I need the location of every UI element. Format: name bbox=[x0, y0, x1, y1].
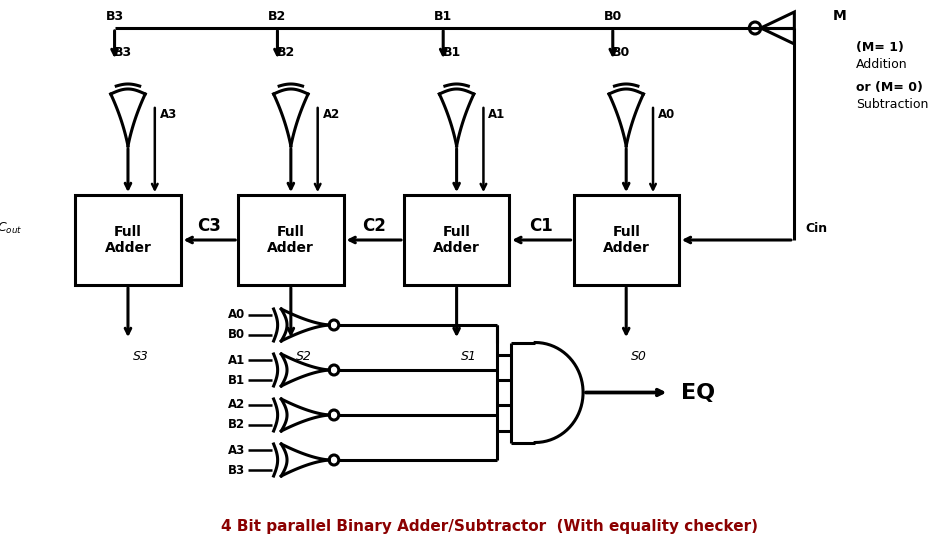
Text: A2: A2 bbox=[322, 109, 339, 122]
Text: S2: S2 bbox=[295, 350, 312, 363]
Text: B3: B3 bbox=[228, 464, 244, 477]
Text: Full
Adder: Full Adder bbox=[105, 225, 151, 255]
Text: C2: C2 bbox=[362, 217, 385, 235]
Text: C3: C3 bbox=[197, 217, 221, 235]
Text: Cin: Cin bbox=[804, 221, 827, 235]
Text: M: M bbox=[832, 9, 846, 23]
Text: S3: S3 bbox=[132, 350, 148, 363]
Text: $C_{out}$: $C_{out}$ bbox=[0, 220, 23, 236]
Text: B3: B3 bbox=[106, 9, 124, 22]
Bar bbox=[573, 195, 678, 285]
Text: S0: S0 bbox=[631, 350, 647, 363]
Text: A1: A1 bbox=[228, 353, 244, 367]
Bar bbox=[238, 195, 344, 285]
Text: (M= 1): (M= 1) bbox=[855, 42, 903, 54]
Text: A0: A0 bbox=[228, 309, 244, 322]
Text: Full
Adder: Full Adder bbox=[602, 225, 649, 255]
Bar bbox=[76, 195, 180, 285]
Text: A3: A3 bbox=[160, 109, 177, 122]
Text: B0: B0 bbox=[612, 46, 630, 59]
Text: B2: B2 bbox=[268, 9, 286, 22]
Text: Subtraction: Subtraction bbox=[855, 99, 928, 111]
Text: Full
Adder: Full Adder bbox=[267, 225, 314, 255]
Text: 4 Bit parallel Binary Adder/Subtractor  (With equality checker): 4 Bit parallel Binary Adder/Subtractor (… bbox=[221, 518, 757, 534]
Text: C1: C1 bbox=[529, 217, 552, 235]
Text: Addition: Addition bbox=[855, 59, 907, 71]
Text: A0: A0 bbox=[657, 109, 674, 122]
Polygon shape bbox=[760, 12, 794, 44]
Text: A2: A2 bbox=[228, 398, 244, 412]
Text: B1: B1 bbox=[433, 9, 452, 22]
Text: B1: B1 bbox=[442, 46, 461, 59]
Text: B0: B0 bbox=[603, 9, 621, 22]
Text: B2: B2 bbox=[277, 46, 295, 59]
Text: EQ: EQ bbox=[680, 383, 715, 402]
Text: or (M= 0): or (M= 0) bbox=[855, 82, 922, 94]
Text: S1: S1 bbox=[461, 350, 477, 363]
Text: B2: B2 bbox=[228, 419, 244, 431]
Text: B0: B0 bbox=[228, 328, 244, 341]
Text: A1: A1 bbox=[488, 109, 505, 122]
Text: B3: B3 bbox=[114, 46, 132, 59]
Bar bbox=[403, 195, 509, 285]
Text: Full
Adder: Full Adder bbox=[432, 225, 480, 255]
Text: A3: A3 bbox=[228, 443, 244, 456]
Text: B1: B1 bbox=[228, 374, 244, 386]
